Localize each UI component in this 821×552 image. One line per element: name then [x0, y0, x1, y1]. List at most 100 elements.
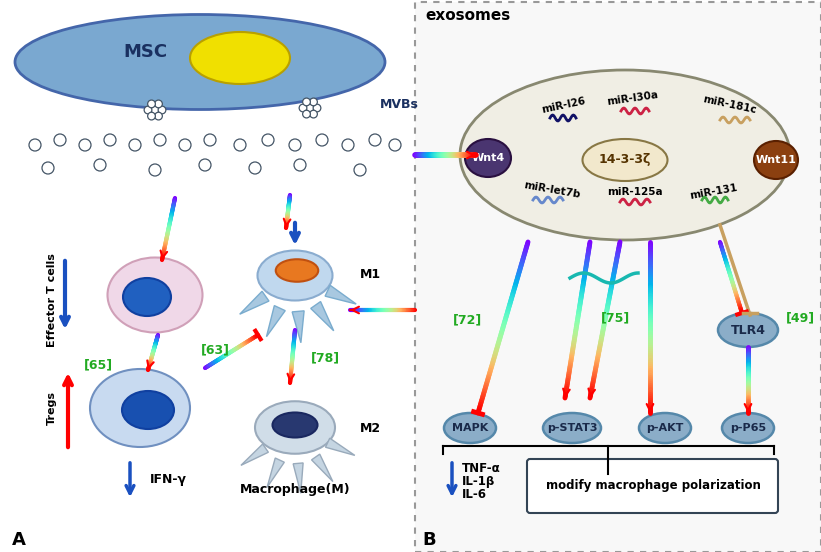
Ellipse shape — [465, 139, 511, 177]
Circle shape — [149, 164, 161, 176]
Circle shape — [148, 112, 155, 120]
Text: MVBs: MVBs — [380, 98, 419, 112]
Ellipse shape — [258, 251, 333, 300]
Text: [63]: [63] — [200, 343, 230, 357]
Ellipse shape — [444, 413, 496, 443]
Circle shape — [310, 110, 318, 118]
Ellipse shape — [754, 141, 798, 179]
Polygon shape — [292, 311, 304, 343]
Ellipse shape — [460, 70, 790, 240]
Circle shape — [94, 159, 106, 171]
Ellipse shape — [15, 14, 385, 109]
Polygon shape — [293, 463, 303, 493]
Text: TNF-α: TNF-α — [462, 461, 501, 475]
Text: MAPK: MAPK — [452, 423, 488, 433]
Text: [72]: [72] — [453, 314, 483, 326]
Text: miR-l26: miR-l26 — [540, 95, 586, 115]
Circle shape — [299, 104, 307, 112]
Polygon shape — [310, 301, 333, 331]
Circle shape — [303, 110, 310, 118]
Text: IL-6: IL-6 — [462, 487, 487, 501]
Text: IL-1β: IL-1β — [462, 475, 495, 487]
Circle shape — [294, 159, 306, 171]
Text: Wnt11: Wnt11 — [755, 155, 796, 165]
Bar — [0, 0, 415, 552]
Polygon shape — [267, 306, 285, 337]
Circle shape — [29, 139, 41, 151]
Circle shape — [151, 106, 158, 114]
Ellipse shape — [276, 259, 319, 282]
Text: miR-let7b: miR-let7b — [523, 180, 581, 200]
Circle shape — [144, 106, 152, 114]
Circle shape — [310, 98, 318, 106]
Text: modify macrophage polarization: modify macrophage polarization — [546, 480, 760, 492]
Circle shape — [199, 159, 211, 171]
Text: 14-3-3ζ: 14-3-3ζ — [599, 153, 651, 167]
Ellipse shape — [718, 313, 778, 347]
Ellipse shape — [543, 413, 601, 443]
Ellipse shape — [122, 391, 174, 429]
Circle shape — [262, 134, 274, 146]
Circle shape — [104, 134, 116, 146]
Text: Wnt4: Wnt4 — [471, 153, 505, 163]
Bar — [415, 2, 821, 552]
Polygon shape — [240, 291, 269, 314]
Text: M2: M2 — [360, 422, 381, 434]
Circle shape — [154, 112, 163, 120]
Circle shape — [369, 134, 381, 146]
Polygon shape — [267, 458, 284, 487]
Circle shape — [154, 100, 163, 108]
Text: Effector T cells: Effector T cells — [47, 253, 57, 347]
Text: miR-125a: miR-125a — [608, 187, 663, 197]
Ellipse shape — [108, 257, 203, 332]
Circle shape — [306, 104, 314, 112]
Text: M1: M1 — [360, 268, 381, 282]
Circle shape — [204, 134, 216, 146]
Circle shape — [389, 139, 401, 151]
Ellipse shape — [583, 139, 667, 181]
Circle shape — [148, 100, 155, 108]
Circle shape — [289, 139, 301, 151]
Text: MSC: MSC — [123, 43, 167, 61]
Text: B: B — [422, 531, 436, 549]
Text: miR-181c: miR-181c — [702, 94, 758, 115]
Text: IFN-γ: IFN-γ — [150, 474, 187, 486]
Text: p-AKT: p-AKT — [646, 423, 684, 433]
Text: exosomes: exosomes — [425, 8, 510, 23]
Circle shape — [154, 134, 166, 146]
Circle shape — [342, 139, 354, 151]
Text: [78]: [78] — [310, 352, 340, 364]
Ellipse shape — [639, 413, 691, 443]
Polygon shape — [325, 438, 355, 455]
Ellipse shape — [90, 369, 190, 447]
Circle shape — [249, 162, 261, 174]
FancyBboxPatch shape — [527, 459, 778, 513]
Text: [49]: [49] — [786, 311, 814, 325]
Text: [65]: [65] — [84, 358, 112, 371]
Circle shape — [303, 98, 310, 106]
Circle shape — [158, 106, 166, 114]
Circle shape — [313, 104, 321, 112]
Text: TLR4: TLR4 — [731, 323, 765, 337]
Polygon shape — [311, 454, 333, 481]
Text: [75]: [75] — [600, 311, 630, 325]
Circle shape — [54, 134, 66, 146]
Polygon shape — [325, 285, 356, 304]
Circle shape — [316, 134, 328, 146]
Circle shape — [179, 139, 191, 151]
Circle shape — [42, 162, 54, 174]
Text: Macrophage(M): Macrophage(M) — [240, 484, 351, 496]
Circle shape — [354, 164, 366, 176]
Circle shape — [79, 139, 91, 151]
Text: p-P65: p-P65 — [730, 423, 766, 433]
Ellipse shape — [722, 413, 774, 443]
Ellipse shape — [255, 401, 335, 454]
Text: p-STAT3: p-STAT3 — [547, 423, 597, 433]
Circle shape — [234, 139, 246, 151]
Ellipse shape — [123, 278, 171, 316]
Text: Tregs: Tregs — [47, 391, 57, 425]
Ellipse shape — [273, 412, 318, 438]
Text: A: A — [12, 531, 26, 549]
Text: miR-l30a: miR-l30a — [606, 89, 658, 107]
Polygon shape — [241, 444, 268, 465]
